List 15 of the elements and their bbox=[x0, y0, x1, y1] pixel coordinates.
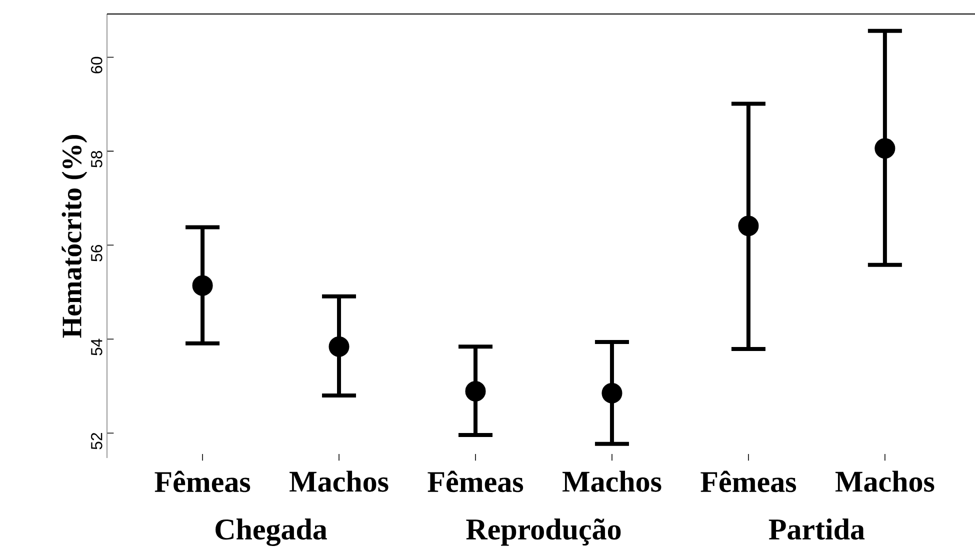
y-tick-label: 58 bbox=[90, 150, 102, 168]
y-axis-title: Hematócrito (%) bbox=[62, 135, 88, 338]
x-tick-label: Fêmeas bbox=[700, 470, 796, 492]
text: Partida bbox=[768, 518, 865, 540]
y-tick-label: 54 bbox=[91, 338, 102, 356]
text: Chegada bbox=[216, 518, 327, 546]
x-tick-label: Machos bbox=[562, 470, 662, 492]
y-tick-label: 60 bbox=[90, 56, 102, 74]
y-tick-label: 56 bbox=[90, 244, 102, 262]
text: Reprodução bbox=[466, 518, 621, 546]
x-tick-label: Machos bbox=[290, 470, 388, 492]
y-tick-label: 52 bbox=[90, 433, 102, 450]
x-tick-label: Fêmeas bbox=[154, 470, 250, 492]
x-tick-label: Machos bbox=[835, 470, 934, 492]
x-tick-label: Fêmeas bbox=[428, 470, 524, 492]
